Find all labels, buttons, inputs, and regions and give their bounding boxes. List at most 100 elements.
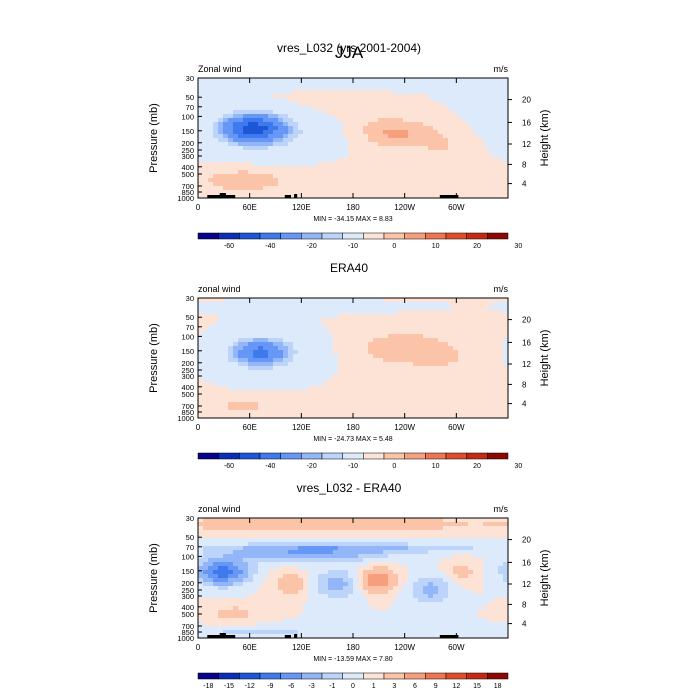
- heatmap-cell: [438, 322, 444, 327]
- heatmap-cell: [483, 546, 489, 551]
- heatmap-cell: [363, 386, 369, 391]
- heatmap-cell: [318, 194, 324, 199]
- heatmap-cell: [213, 402, 219, 407]
- heatmap-cell: [218, 118, 224, 123]
- heatmap-cell: [223, 518, 229, 523]
- heatmap-cell: [203, 150, 209, 155]
- heatmap-cell: [278, 530, 284, 535]
- heatmap-cell: [363, 174, 369, 179]
- heatmap-cell: [263, 182, 269, 187]
- heatmap-cell: [303, 166, 309, 171]
- heatmap-cell: [438, 122, 444, 127]
- heatmap-cell: [198, 390, 204, 395]
- heatmap-cell: [278, 526, 284, 531]
- heatmap-cell: [318, 542, 324, 547]
- heatmap-cell: [473, 526, 479, 531]
- heatmap-cell: [233, 542, 239, 547]
- heatmap-cell: [398, 102, 404, 107]
- heatmap-cell: [428, 562, 434, 567]
- heatmap-cell: [388, 586, 394, 591]
- heatmap-cell: [218, 114, 224, 119]
- heatmap-cell: [353, 342, 359, 347]
- heatmap-cell: [458, 534, 464, 539]
- heatmap-cell: [293, 170, 299, 175]
- heatmap-cell: [473, 130, 479, 135]
- heatmap-cell: [288, 142, 294, 147]
- heatmap-cell: [443, 362, 449, 367]
- heatmap-cell: [393, 166, 399, 171]
- heatmap-cell: [323, 150, 329, 155]
- heatmap-cell: [353, 130, 359, 135]
- heatmap-cell: [463, 526, 469, 531]
- heatmap-cell: [483, 110, 489, 115]
- heatmap-cell: [233, 530, 239, 535]
- heatmap-cell: [368, 306, 374, 311]
- heatmap-cell: [308, 102, 314, 107]
- heatmap-cell: [203, 362, 209, 367]
- heatmap-cell: [438, 378, 444, 383]
- heatmap-cell: [388, 350, 394, 355]
- heatmap-cell: [243, 522, 249, 527]
- heatmap-cell: [453, 166, 459, 171]
- heatmap-cell: [298, 178, 304, 183]
- heatmap-cell: [278, 134, 284, 139]
- heatmap-cell: [478, 106, 484, 111]
- heatmap-cell: [373, 110, 379, 115]
- heatmap-cell: [198, 182, 204, 187]
- heatmap-cell: [428, 530, 434, 535]
- heatmap-cell: [418, 366, 424, 371]
- heatmap-cell: [203, 322, 209, 327]
- heatmap-cell: [273, 142, 279, 147]
- heatmap-cell: [498, 310, 504, 315]
- heatmap-cell: [358, 98, 364, 103]
- heatmap-cell: [253, 346, 259, 351]
- heatmap-cell: [268, 374, 274, 379]
- heatmap-cell: [233, 170, 239, 175]
- heatmap-cell: [418, 542, 424, 547]
- heatmap-cell: [223, 570, 229, 575]
- heatmap-cell: [258, 534, 264, 539]
- heatmap-cell: [323, 138, 329, 143]
- heatmap-cell: [358, 190, 364, 195]
- heatmap-cell: [498, 550, 504, 555]
- heatmap-cell: [228, 146, 234, 151]
- heatmap-cell: [463, 90, 469, 95]
- heatmap-cell: [238, 382, 244, 387]
- heatmap-cell: [473, 78, 479, 83]
- heatmap-cell: [503, 78, 509, 83]
- heatmap-cell: [408, 402, 414, 407]
- heatmap-cell: [253, 378, 259, 383]
- heatmap-cell: [313, 386, 319, 391]
- heatmap-cell: [238, 346, 244, 351]
- heatmap-cell: [498, 578, 504, 583]
- heatmap-cell: [503, 410, 509, 415]
- heatmap-cell: [268, 90, 274, 95]
- heatmap-cell: [478, 534, 484, 539]
- heatmap-cell: [343, 154, 349, 159]
- heatmap-cell: [293, 554, 299, 559]
- heatmap-cell: [218, 314, 224, 319]
- heatmap-cell: [473, 378, 479, 383]
- heatmap-cell: [458, 354, 464, 359]
- heatmap-cell: [408, 122, 414, 127]
- heatmap-cell: [448, 166, 454, 171]
- heatmap-cell: [243, 338, 249, 343]
- heatmap-cell: [218, 330, 224, 335]
- heatmap-cell: [313, 126, 319, 131]
- heatmap-cell: [228, 574, 234, 579]
- heatmap-cell: [348, 578, 354, 583]
- heatmap-cell: [423, 102, 429, 107]
- heatmap-cell: [473, 394, 479, 399]
- heatmap-cell: [403, 126, 409, 131]
- heatmap-cell: [298, 578, 304, 583]
- heatmap-cell: [453, 94, 459, 99]
- heatmap-cell: [268, 406, 274, 411]
- heatmap-cell: [398, 310, 404, 315]
- heatmap-cell: [213, 138, 219, 143]
- heatmap-cell: [408, 390, 414, 395]
- heatmap-cell: [323, 102, 329, 107]
- heatmap-cell: [408, 542, 414, 547]
- heatmap-cell: [253, 526, 259, 531]
- heatmap-cell: [498, 582, 504, 587]
- heatmap-cell: [478, 90, 484, 95]
